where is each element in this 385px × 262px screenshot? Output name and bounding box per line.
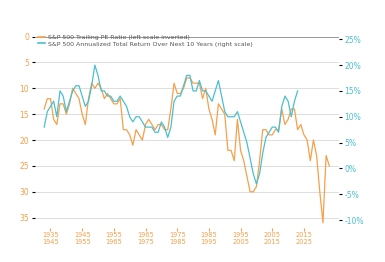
Legend: S&P 500 Trailing PE Ratio (left scale inverted), S&P 500 Annualized Total Return: S&P 500 Trailing PE Ratio (left scale in… [38, 35, 253, 47]
